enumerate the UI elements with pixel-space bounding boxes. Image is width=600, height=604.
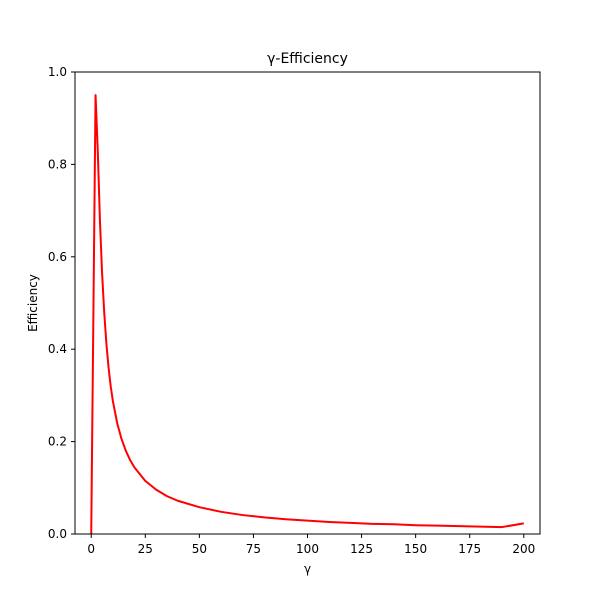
x-tick-label: 0 <box>87 542 95 556</box>
x-tick-label: 175 <box>458 542 481 556</box>
x-tick-label: 100 <box>296 542 319 556</box>
y-axis-ticks: 0.0 0.2 0.4 0.6 0.8 1.0 <box>48 65 75 541</box>
x-tick-label: 50 <box>192 542 207 556</box>
y-tick-label: 0.4 <box>48 342 67 356</box>
x-tick-label: 150 <box>404 542 427 556</box>
y-tick-label: 0.0 <box>48 527 67 541</box>
x-tick-label: 75 <box>246 542 261 556</box>
x-tick-label: 200 <box>512 542 535 556</box>
x-axis-label: γ <box>304 562 311 576</box>
x-tick-label: 125 <box>350 542 373 556</box>
series-line-0 <box>90 94 524 535</box>
y-tick-label: 0.2 <box>48 435 67 449</box>
chart-title: γ-Efficiency <box>267 51 348 67</box>
y-axis-label: Efficiency <box>26 274 40 332</box>
y-tick-label: 0.6 <box>48 250 67 264</box>
series-layer <box>90 94 524 535</box>
y-tick-label: 1.0 <box>48 65 67 79</box>
y-tick-label: 0.8 <box>48 157 67 171</box>
x-axis-ticks: 0 25 50 75 100 125 150 175 200 <box>87 534 535 556</box>
x-tick-label: 25 <box>138 542 153 556</box>
